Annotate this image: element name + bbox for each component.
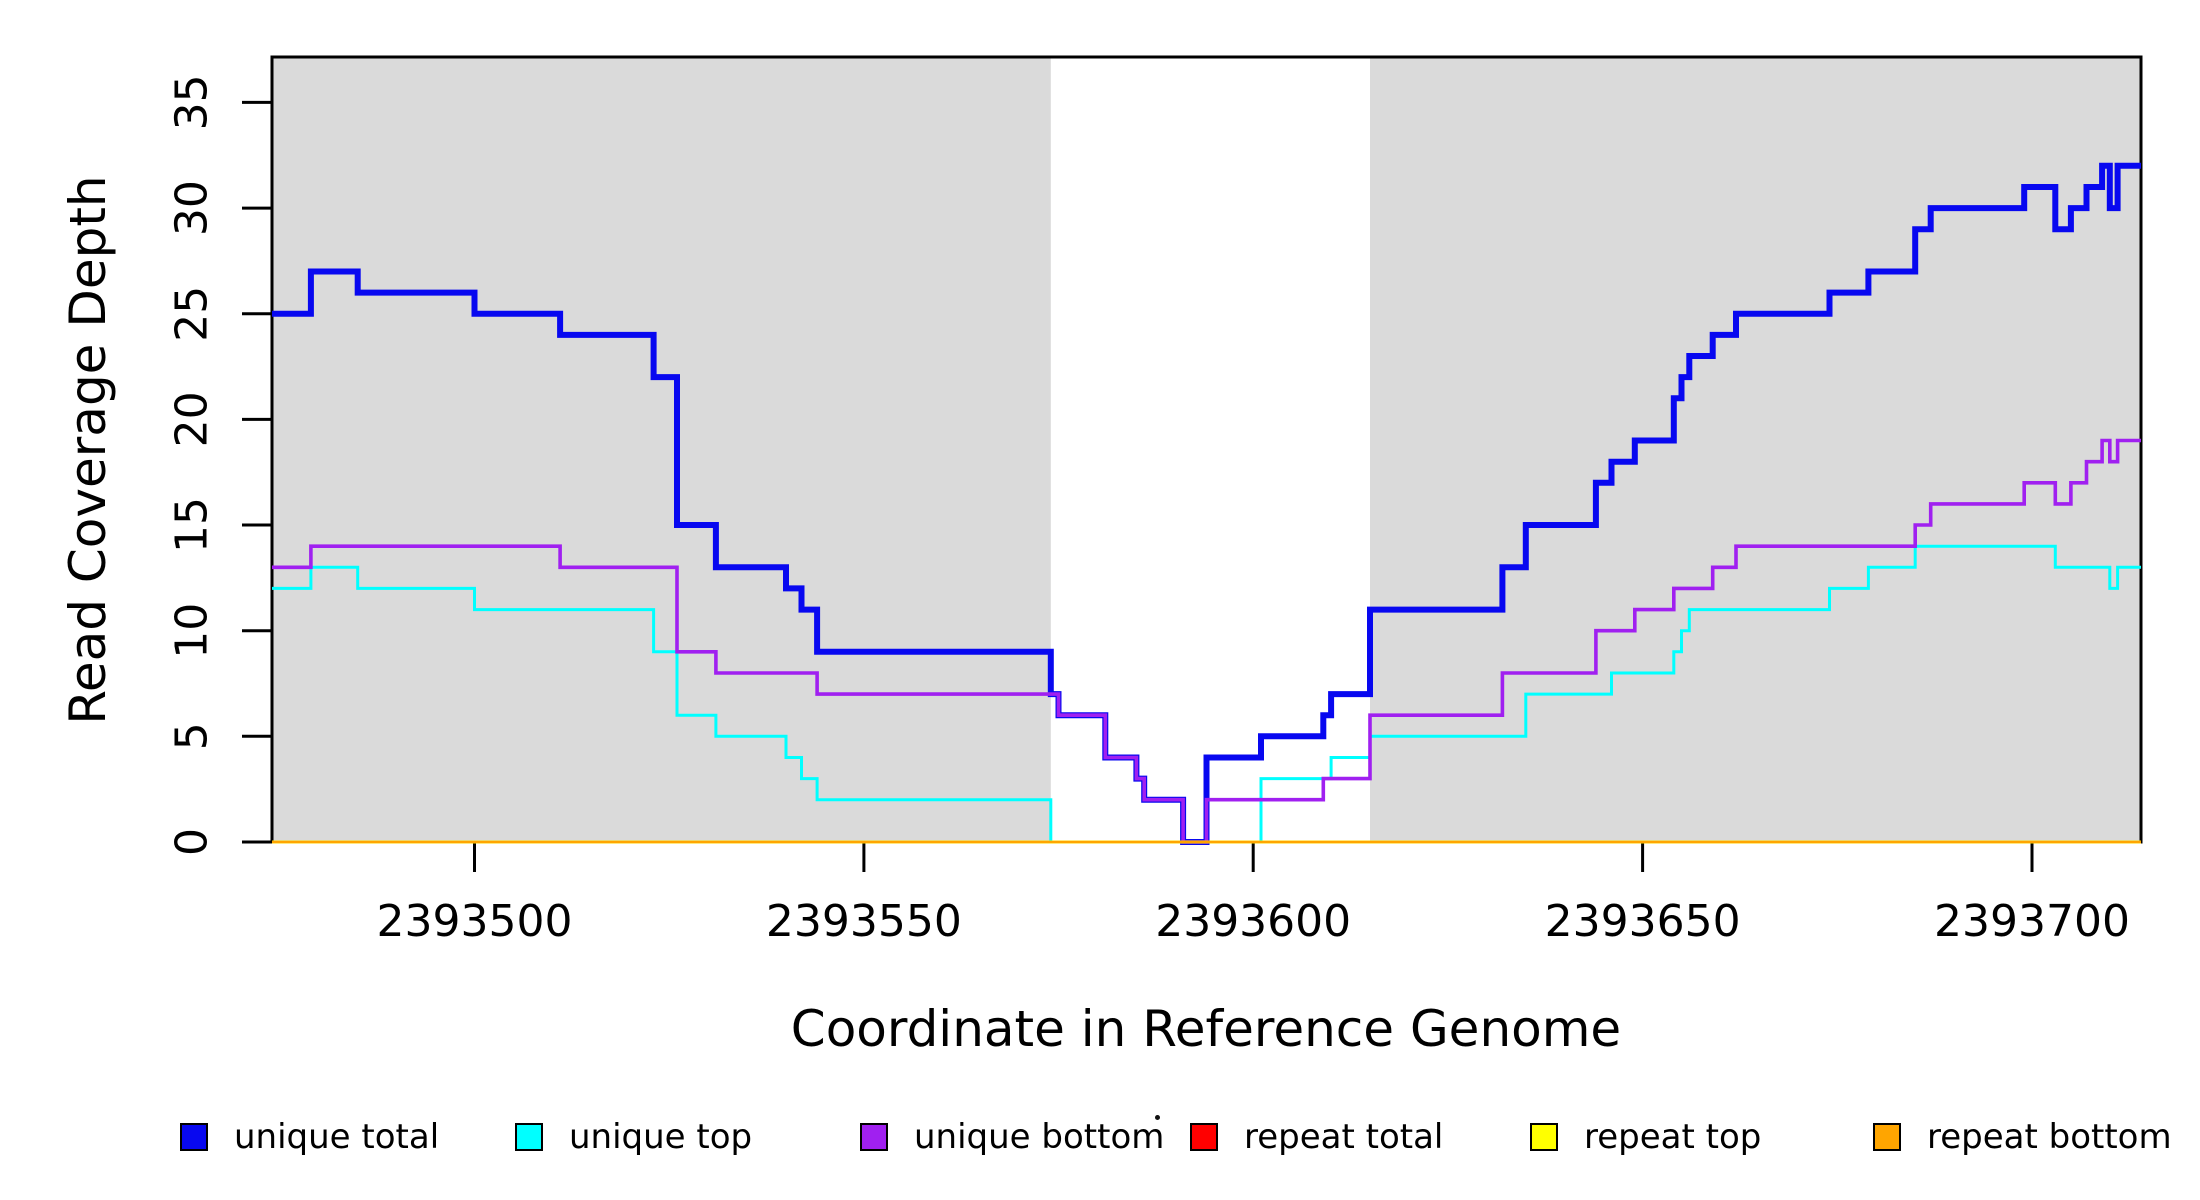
y-tick-label: 25 (167, 286, 218, 342)
y-axis-title: Read Coverage Depth (59, 175, 117, 725)
legend-label: repeat top (1584, 1117, 1762, 1157)
legend-item-unique-total: unique total (180, 1117, 439, 1157)
legend-item-repeat-bottom: repeat bottom (1873, 1117, 2172, 1157)
legend-label: repeat total (1244, 1117, 1444, 1157)
shaded-region (272, 57, 1051, 842)
repeat-bottom-swatch-icon (1873, 1123, 1901, 1151)
unique-bottom-swatch-icon (860, 1123, 888, 1151)
legend-item-unique-top: unique top (515, 1117, 752, 1157)
unique-total-swatch-icon (180, 1123, 208, 1151)
y-tick-label: 30 (167, 180, 218, 236)
legend-label: repeat bottom (1927, 1117, 2172, 1157)
x-tick-label: 2393500 (377, 896, 573, 947)
x-axis-title: Coordinate in Reference Genome (790, 1000, 1622, 1058)
repeat-total-swatch-icon (1190, 1123, 1218, 1151)
y-tick-label: 5 (167, 722, 218, 750)
legend-label: unique total (234, 1117, 440, 1157)
y-tick-label: 10 (167, 603, 218, 659)
y-tick-label: 20 (167, 391, 218, 447)
legend-label: unique top (569, 1117, 753, 1157)
y-tick-label: 0 (167, 828, 218, 856)
legend-label: unique bottom (914, 1117, 1165, 1157)
y-tick-label: 35 (167, 74, 218, 130)
series-unique-bottom (272, 438, 2141, 844)
x-tick-label: 2393600 (1155, 896, 1351, 947)
x-tick-label: 2393650 (1545, 896, 1741, 947)
stray-dot (1155, 1115, 1160, 1120)
series-unique-total (272, 162, 2141, 845)
series-unique-top (272, 544, 2141, 844)
shaded-region (1370, 57, 2141, 842)
legend-item-repeat-total: repeat total (1190, 1117, 1443, 1157)
y-tick-label: 15 (167, 497, 218, 553)
x-tick-label: 2393700 (1934, 896, 2130, 947)
unique-top-swatch-icon (515, 1123, 543, 1151)
repeat-top-swatch-icon (1530, 1123, 1558, 1151)
x-tick-label: 2393550 (766, 896, 962, 947)
legend-item-unique-bottom: unique bottom (860, 1117, 1164, 1157)
legend-item-repeat-top: repeat top (1530, 1117, 1761, 1157)
